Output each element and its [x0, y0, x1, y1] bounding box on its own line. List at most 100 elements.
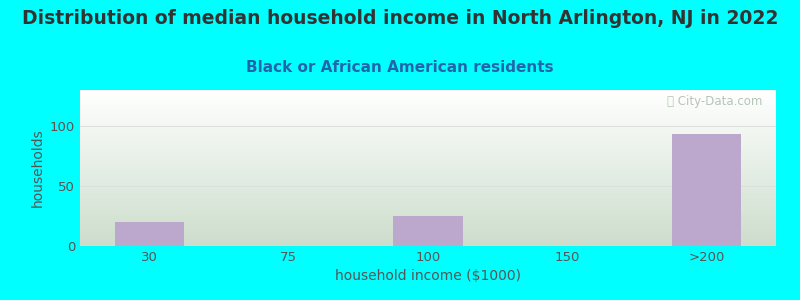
Bar [80, 107, 776, 108]
Bar [80, 191, 776, 192]
Bar [80, 133, 776, 134]
Bar [80, 129, 776, 130]
Bar [80, 131, 776, 132]
Bar [80, 187, 776, 188]
Bar [80, 160, 776, 161]
Bar [80, 141, 776, 142]
Bar [80, 184, 776, 185]
Bar [80, 101, 776, 102]
Bar [80, 146, 776, 147]
Bar [80, 200, 776, 201]
Bar [80, 138, 776, 139]
Bar [80, 228, 776, 229]
Bar [80, 227, 776, 228]
Bar [80, 139, 776, 140]
Bar [80, 137, 776, 138]
Bar [80, 157, 776, 158]
Bar [80, 181, 776, 182]
Bar [80, 151, 776, 152]
Bar [80, 207, 776, 208]
Bar [80, 245, 776, 246]
Bar [80, 130, 776, 131]
Bar [80, 217, 776, 218]
Bar [80, 115, 776, 116]
Bar [80, 134, 776, 135]
Bar [80, 90, 776, 91]
Bar [80, 209, 776, 210]
Bar [80, 102, 776, 103]
Bar [80, 206, 776, 207]
Bar [80, 112, 776, 113]
Bar [80, 109, 776, 110]
Bar [80, 92, 776, 93]
Bar [80, 203, 776, 204]
Bar [80, 241, 776, 242]
Bar [80, 202, 776, 203]
Bar [80, 198, 776, 199]
Bar [80, 155, 776, 156]
Bar [80, 233, 776, 234]
Bar [80, 213, 776, 214]
Bar [80, 205, 776, 206]
Bar [80, 195, 776, 196]
Bar [80, 242, 776, 243]
Bar [80, 230, 776, 231]
Bar [80, 220, 776, 221]
Bar [80, 142, 776, 143]
Bar [80, 126, 776, 127]
Text: Black or African American residents: Black or African American residents [246, 60, 554, 75]
Bar [80, 94, 776, 95]
Bar [80, 158, 776, 159]
Bar [80, 237, 776, 238]
Bar [80, 161, 776, 162]
Bar [80, 221, 776, 222]
Bar [80, 183, 776, 184]
Bar [80, 208, 776, 209]
Bar [80, 180, 776, 181]
Bar [80, 229, 776, 230]
Bar [80, 185, 776, 186]
Bar [80, 114, 776, 115]
Bar [80, 163, 776, 164]
Bar [80, 103, 776, 104]
Bar [80, 132, 776, 133]
Bar [80, 105, 776, 106]
Bar [80, 204, 776, 205]
Bar [80, 128, 776, 129]
Bar [80, 154, 776, 155]
Text: Distribution of median household income in North Arlington, NJ in 2022: Distribution of median household income … [22, 9, 778, 28]
Bar [80, 149, 776, 150]
Bar [80, 153, 776, 154]
Bar [80, 118, 776, 119]
Bar [80, 243, 776, 244]
Bar [80, 162, 776, 163]
Bar [80, 156, 776, 157]
Bar [80, 117, 776, 118]
Bar [80, 197, 776, 198]
Bar [80, 152, 776, 153]
Bar [80, 121, 776, 122]
Bar [80, 119, 776, 120]
Bar [80, 175, 776, 176]
Bar [80, 150, 776, 151]
Bar [80, 210, 776, 211]
Bar [80, 136, 776, 137]
Bar [80, 190, 776, 191]
Bar [672, 134, 742, 246]
Bar [80, 159, 776, 160]
Bar [80, 108, 776, 109]
Bar [80, 214, 776, 215]
Bar [80, 169, 776, 170]
Bar [80, 219, 776, 220]
Bar [80, 216, 776, 217]
Bar [80, 176, 776, 177]
Bar [80, 113, 776, 114]
Bar [80, 93, 776, 94]
Bar [80, 179, 776, 180]
Bar [80, 95, 776, 96]
Bar [80, 99, 776, 100]
Bar [80, 147, 776, 148]
Y-axis label: households: households [30, 129, 44, 207]
Bar [80, 218, 776, 219]
Bar [80, 172, 776, 173]
